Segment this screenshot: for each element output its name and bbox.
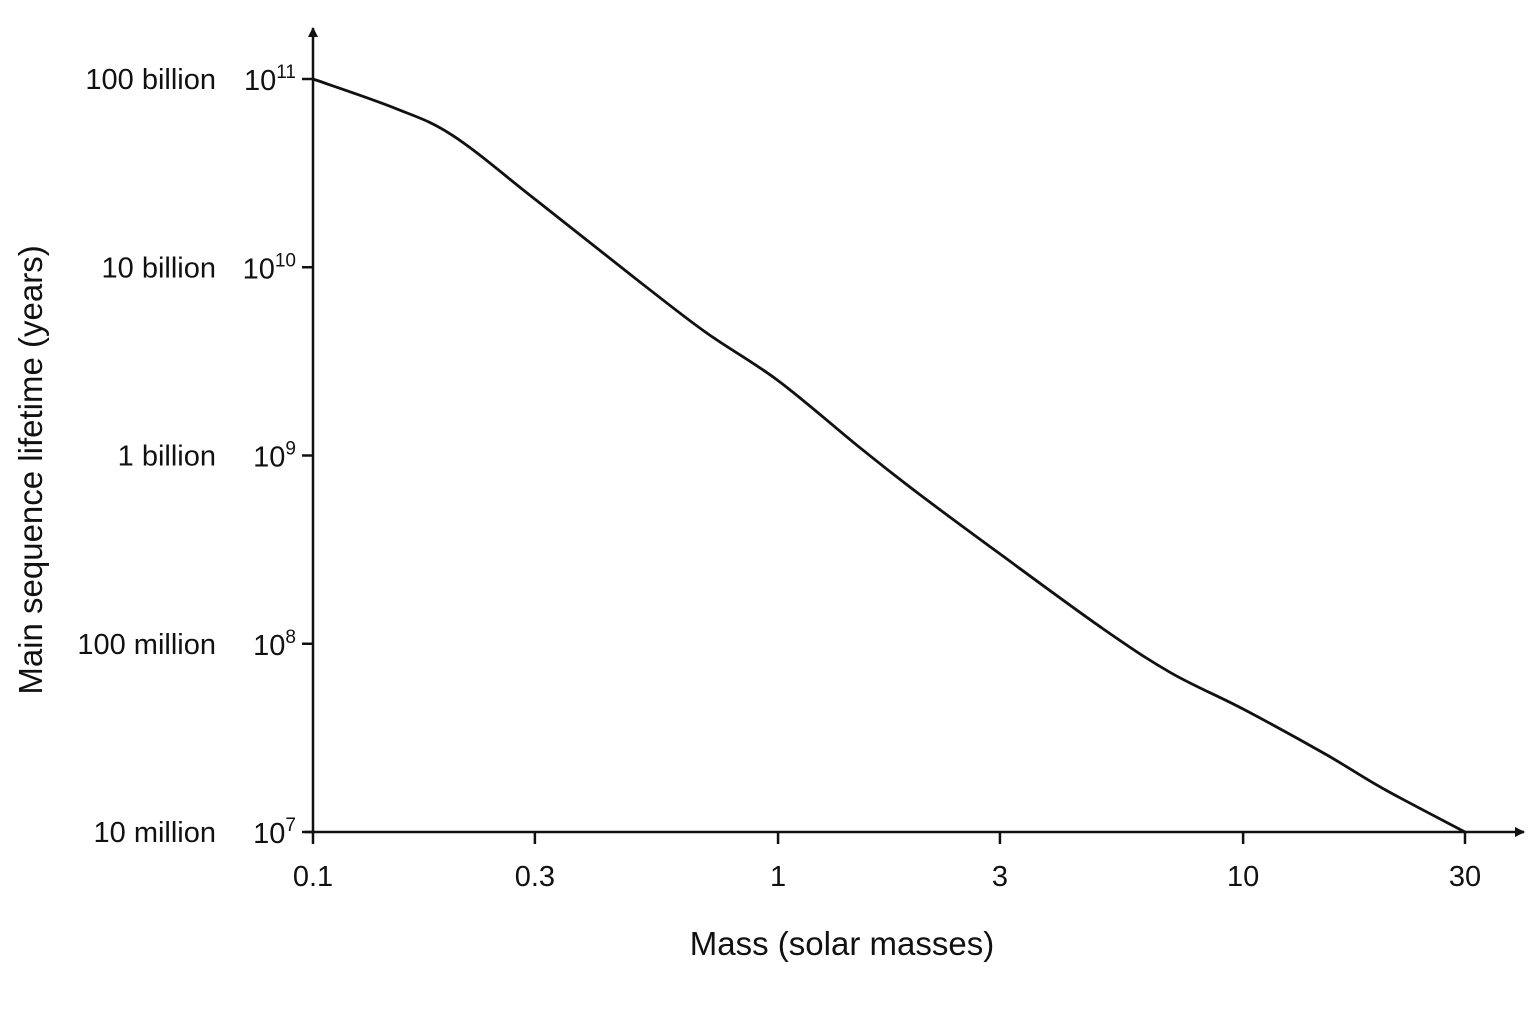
y-tick-power-base: 10	[244, 65, 276, 97]
x-tick-label: 10	[1227, 861, 1259, 893]
axes	[305, 27, 1525, 837]
y-tick-word-label: 100 billion	[85, 64, 216, 96]
y-tick-power-label: 1011	[244, 62, 296, 97]
x-ticks: 0.1 0.3 1 3 10 30	[293, 832, 1481, 893]
x-tick-label: 0.3	[515, 861, 555, 893]
y-tick-power-base: 10	[243, 253, 275, 285]
y-tick-power-exponent: 11	[276, 62, 296, 83]
lifetime-curve	[311, 77, 1467, 834]
y-tick-power-base: 10	[253, 818, 285, 850]
y-tick-power-base: 10	[253, 630, 285, 662]
y-tick-power-exponent: 10	[275, 250, 296, 271]
x-tick-label: 0.1	[293, 861, 333, 893]
y-tick-word-label: 100 million	[77, 629, 216, 661]
y-tick-power-label: 107	[253, 815, 296, 850]
x-tick-label: 3	[992, 861, 1008, 893]
y-tick-power-label: 1010	[243, 250, 296, 285]
y-tick-power-label: 109	[253, 439, 296, 474]
x-axis-title: Mass (solar masses)	[690, 925, 994, 962]
series-layer	[311, 77, 1467, 834]
y-tick-power-exponent: 9	[285, 439, 296, 460]
y-tick-power-exponent: 7	[285, 815, 296, 836]
y-tick-power-exponent: 8	[285, 627, 296, 648]
y-tick-word-label: 10 billion	[102, 252, 216, 284]
y-tick-word-label: 10 million	[94, 817, 217, 849]
y-axis-title: Main sequence lifetime (years)	[12, 245, 49, 694]
y-tick-word-label: 1 billion	[118, 441, 216, 473]
x-tick-label: 1	[770, 861, 786, 893]
y-tick-power-label: 108	[253, 627, 296, 662]
x-tick-label: 30	[1449, 861, 1481, 893]
y-tick-power-base: 10	[253, 442, 285, 474]
